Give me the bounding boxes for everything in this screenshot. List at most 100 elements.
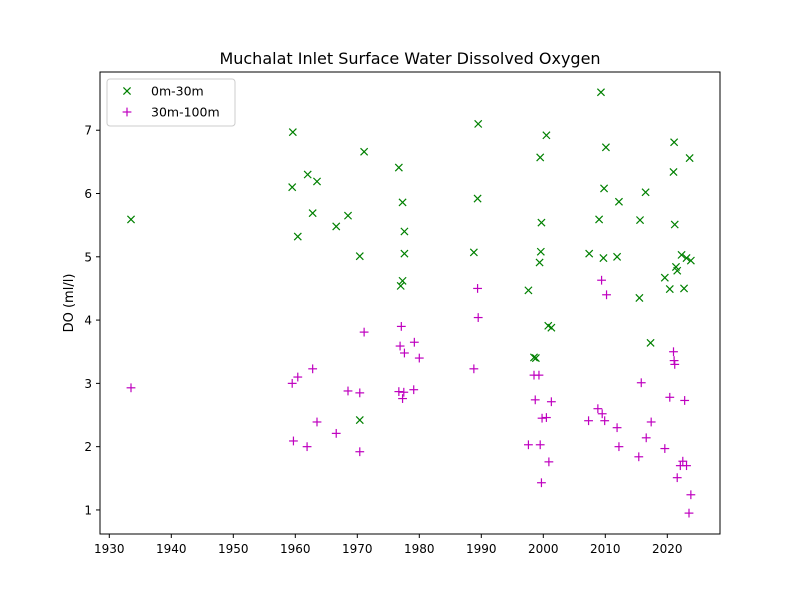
y-tick-label: 6 bbox=[84, 187, 92, 201]
data-point bbox=[680, 284, 689, 293]
data-point bbox=[634, 452, 644, 462]
data-point bbox=[685, 154, 694, 163]
data-point bbox=[289, 436, 298, 446]
x-axis-ticks: 1930 1940 1950 1960 1970 1980 1990 2000 2010 2020 bbox=[94, 534, 683, 556]
data-point bbox=[682, 461, 691, 471]
data-point bbox=[355, 252, 364, 261]
data-point bbox=[660, 273, 669, 282]
data-point bbox=[614, 197, 623, 206]
data-point bbox=[288, 128, 297, 137]
data-point bbox=[535, 258, 544, 267]
data-point bbox=[303, 170, 312, 179]
data-point bbox=[414, 353, 424, 363]
data-point bbox=[126, 215, 136, 224]
legend-label: 0m-30m bbox=[151, 84, 204, 99]
series-1-points bbox=[126, 88, 695, 425]
y-axis-ticks: 1 2 3 4 5 6 7 bbox=[84, 124, 100, 517]
data-point bbox=[669, 167, 678, 177]
data-point bbox=[646, 417, 656, 427]
data-point bbox=[537, 413, 547, 423]
data-point bbox=[396, 322, 406, 331]
data-point bbox=[671, 262, 681, 271]
data-point bbox=[646, 338, 655, 347]
data-point bbox=[473, 194, 482, 203]
data-point bbox=[394, 163, 403, 172]
data-point bbox=[665, 392, 675, 402]
data-point bbox=[536, 153, 545, 162]
data-point bbox=[287, 378, 297, 388]
data-point bbox=[474, 119, 483, 128]
data-point bbox=[524, 440, 533, 450]
data-point bbox=[398, 394, 407, 403]
data-point bbox=[546, 397, 556, 407]
data-point bbox=[680, 396, 690, 405]
legend: 0m-30m 30m-100m bbox=[106, 78, 236, 127]
data-point bbox=[302, 442, 312, 452]
data-point bbox=[597, 409, 607, 419]
data-point bbox=[312, 417, 322, 427]
y-tick-label: 2 bbox=[84, 440, 92, 454]
data-point bbox=[396, 281, 405, 290]
data-point bbox=[595, 215, 604, 224]
data-point bbox=[665, 285, 674, 294]
legend-marker bbox=[122, 107, 132, 117]
data-point bbox=[308, 364, 318, 374]
data-point bbox=[669, 356, 679, 365]
data-point bbox=[355, 447, 365, 457]
data-point bbox=[531, 354, 540, 363]
data-point bbox=[597, 275, 606, 285]
data-point bbox=[359, 327, 369, 337]
data-point bbox=[343, 211, 353, 220]
legend-marker bbox=[122, 86, 132, 96]
data-point bbox=[613, 252, 622, 261]
data-point bbox=[312, 177, 322, 186]
data-point bbox=[343, 386, 353, 396]
data-point bbox=[660, 444, 670, 453]
x-tick-label: 1950 bbox=[218, 542, 249, 556]
data-point bbox=[585, 249, 594, 258]
data-point bbox=[355, 416, 364, 425]
data-point bbox=[682, 254, 691, 263]
data-point bbox=[584, 416, 593, 426]
data-point bbox=[524, 286, 533, 295]
data-point bbox=[355, 388, 365, 398]
series-2-points bbox=[126, 275, 696, 518]
data-point bbox=[612, 423, 622, 433]
data-point bbox=[672, 473, 682, 483]
data-point bbox=[600, 184, 609, 193]
data-point bbox=[684, 508, 694, 518]
data-point bbox=[473, 284, 482, 293]
data-point bbox=[593, 404, 603, 414]
data-point bbox=[308, 209, 317, 218]
data-point bbox=[398, 198, 407, 207]
data-point bbox=[398, 276, 407, 285]
y-tick-label: 3 bbox=[84, 377, 92, 391]
data-point bbox=[669, 347, 678, 357]
data-point bbox=[293, 372, 303, 382]
data-point bbox=[360, 147, 369, 156]
data-point bbox=[395, 341, 405, 351]
data-point bbox=[399, 387, 409, 397]
data-point bbox=[536, 247, 545, 256]
data-point bbox=[473, 313, 483, 322]
data-point bbox=[635, 293, 644, 302]
data-point bbox=[288, 183, 297, 192]
data-point bbox=[535, 440, 545, 450]
y-tick-label: 4 bbox=[84, 314, 92, 328]
data-point bbox=[686, 490, 696, 500]
data-point bbox=[686, 256, 695, 265]
x-tick-label: 2000 bbox=[528, 542, 559, 556]
data-point bbox=[670, 220, 679, 229]
data-point bbox=[400, 348, 409, 358]
data-point bbox=[670, 359, 680, 369]
x-tick-label: 2010 bbox=[590, 542, 621, 556]
data-point bbox=[678, 456, 688, 466]
data-point bbox=[537, 218, 546, 227]
data-point bbox=[602, 290, 611, 300]
plot-area-frame bbox=[99, 71, 721, 535]
legend-box bbox=[106, 78, 236, 127]
legend-label: 30m-100m bbox=[151, 105, 220, 120]
x-tick-label: 2020 bbox=[652, 542, 683, 556]
x-tick-label: 1940 bbox=[156, 542, 187, 556]
data-point bbox=[469, 248, 478, 257]
